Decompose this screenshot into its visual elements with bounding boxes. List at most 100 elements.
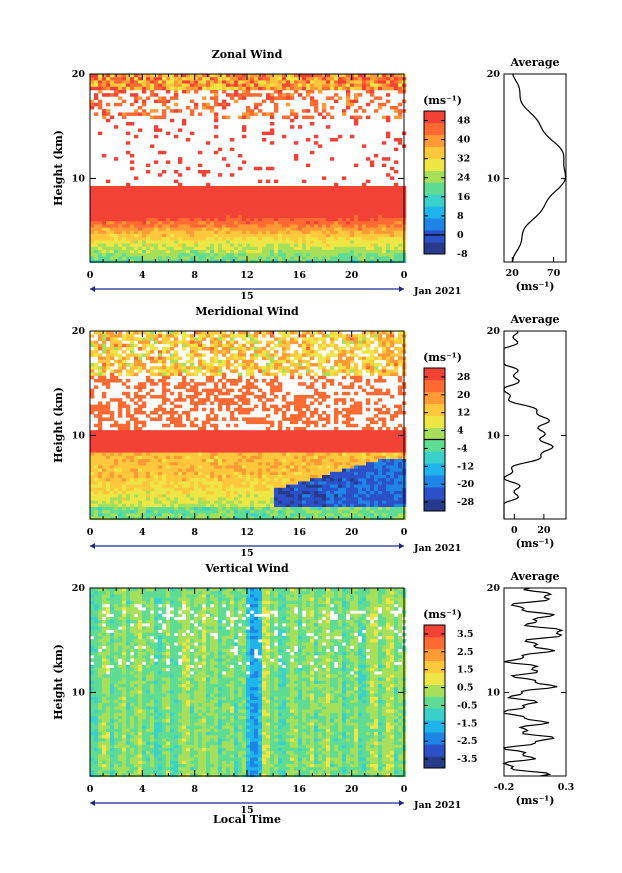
heatmap-cell [190, 423, 195, 428]
heatmap-cell [146, 449, 151, 453]
heatmap-cell [214, 433, 219, 437]
heatmap-cell [162, 96, 167, 100]
heatmap-cell [190, 401, 195, 405]
heatmap-cell [178, 414, 183, 418]
heatmap-cell [346, 414, 351, 418]
heatmap-cell [338, 205, 343, 209]
heatmap-cell [298, 449, 303, 453]
heatmap-cell [126, 141, 131, 145]
heatmap-cell [186, 166, 191, 171]
heatmap-cell [170, 192, 175, 196]
heatmap-cell [394, 347, 399, 351]
heatmap-cell [202, 211, 207, 216]
heatmap-cell [146, 430, 151, 434]
heatmap-cell [134, 224, 139, 228]
heatmap-cell [182, 83, 187, 88]
heatmap-cell [218, 455, 223, 460]
heatmap-cell [386, 337, 391, 341]
heatmap-cell [290, 401, 295, 405]
heatmap-cell [286, 221, 291, 225]
heatmap-cell [214, 395, 219, 399]
heatmap-cell [214, 237, 219, 241]
heatmap-cell [386, 430, 391, 434]
heatmap-cell [182, 221, 187, 225]
heatmap-cell [370, 331, 375, 335]
heatmap-cell [102, 379, 107, 383]
heatmap-cell [258, 430, 263, 434]
heatmap-cell [374, 250, 379, 254]
heatmap-cell [114, 439, 119, 444]
heatmap-cell [266, 343, 271, 348]
heatmap-cell [286, 115, 291, 120]
heatmap-cell [134, 214, 139, 219]
heatmap-cell [310, 253, 315, 257]
heatmap-cell [170, 340, 175, 345]
heatmap-cell [98, 433, 103, 437]
heatmap-cell [118, 211, 123, 216]
heatmap-cell [262, 195, 267, 200]
heatmap-cell [202, 407, 207, 412]
heatmap-cell [310, 96, 315, 100]
heatmap-cell [162, 439, 167, 444]
heatmap-cell [150, 343, 155, 348]
heatmap-cell [106, 407, 111, 412]
heatmap-cell [362, 340, 367, 345]
heatmap-cell [110, 221, 115, 225]
heatmap-cell [218, 243, 223, 248]
heatmap-cell [246, 208, 251, 212]
heatmap-cell [170, 186, 175, 190]
heatmap-cell [142, 353, 147, 357]
heatmap-cell [154, 208, 159, 212]
heatmap-cell [134, 234, 139, 238]
heatmap-cell [246, 259, 251, 264]
heatmap-cell [174, 214, 179, 219]
heatmap-cell [162, 359, 167, 364]
heatmap-cell [286, 436, 291, 441]
heatmap-cell [182, 253, 187, 257]
heatmap-cell [142, 430, 147, 434]
heatmap-cell [226, 189, 231, 193]
heatmap-cell [294, 250, 299, 254]
heatmap-cell [202, 353, 207, 357]
heatmap-cell [214, 134, 219, 139]
heatmap-cell [254, 334, 259, 338]
heatmap-cell [142, 347, 147, 351]
heatmap-cell [314, 202, 319, 206]
heatmap-cell [362, 205, 367, 209]
heatmap-cell [118, 356, 123, 361]
heatmap-cell [306, 83, 311, 88]
heatmap-cell [322, 436, 327, 441]
heatmap-cell [314, 80, 319, 84]
heatmap-cell [102, 154, 107, 158]
heatmap-cell [162, 446, 167, 450]
heatmap-cell [398, 385, 403, 389]
heatmap-cell [270, 398, 275, 402]
heatmap-cell [310, 452, 315, 457]
heatmap-cell [146, 230, 151, 235]
heatmap-cell [378, 369, 383, 373]
heatmap-cell [294, 86, 299, 91]
heatmap-cell [114, 80, 119, 84]
heatmap-cell [378, 379, 383, 383]
heatmap-cell [378, 411, 383, 415]
heatmap-cell [314, 259, 319, 264]
heatmap-cell [358, 246, 363, 251]
heatmap-cell [246, 195, 251, 200]
heatmap-cell [162, 230, 167, 235]
heatmap-cell [230, 202, 235, 206]
heatmap-cell [398, 141, 403, 145]
heatmap-cell [90, 388, 95, 393]
heatmap-cell [258, 395, 263, 399]
heatmap-cell [122, 343, 127, 348]
heatmap-cell [214, 340, 219, 345]
heatmap-cell [294, 234, 299, 238]
heatmap-cell [174, 462, 179, 466]
heatmap-cell [282, 205, 287, 209]
heatmap-cell [274, 243, 279, 248]
heatmap-cell [118, 443, 123, 447]
heatmap-cell [234, 80, 239, 84]
heatmap-cell [382, 208, 387, 212]
heatmap-cell [306, 417, 311, 421]
heatmap-cell [286, 195, 291, 200]
heatmap-cell [246, 224, 251, 228]
